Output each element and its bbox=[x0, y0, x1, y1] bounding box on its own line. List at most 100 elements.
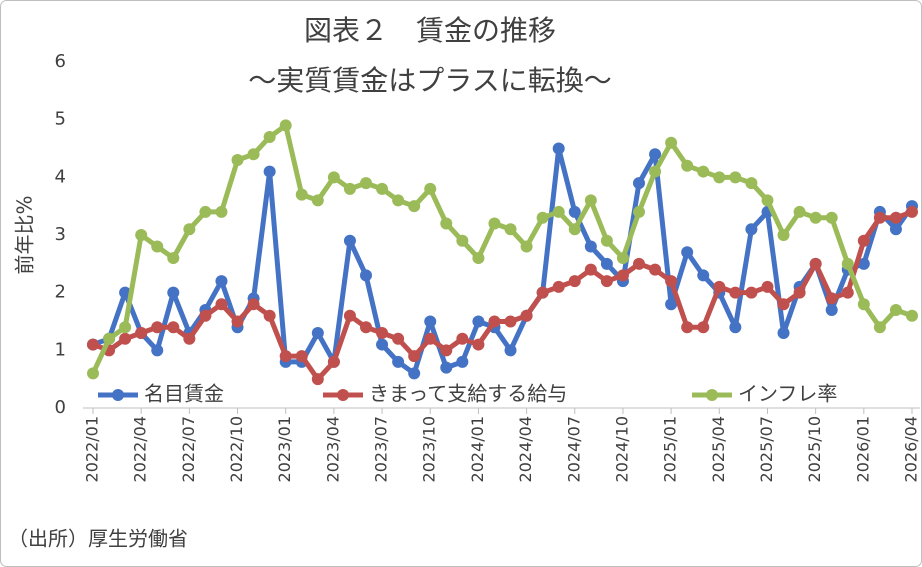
data-point bbox=[424, 332, 437, 345]
data-point bbox=[552, 142, 565, 155]
data-point bbox=[857, 234, 870, 247]
data-point bbox=[729, 171, 742, 184]
data-point bbox=[408, 200, 421, 213]
data-point bbox=[408, 350, 421, 363]
data-point bbox=[199, 309, 212, 322]
data-point bbox=[183, 223, 196, 236]
data-point bbox=[681, 321, 694, 334]
data-point bbox=[247, 148, 260, 161]
data-point bbox=[231, 315, 244, 328]
data-point bbox=[472, 338, 485, 351]
x-tick-label: 2025/07 bbox=[757, 416, 776, 482]
x-tick-label: 2026/01 bbox=[853, 416, 872, 482]
data-point bbox=[841, 286, 854, 299]
data-point bbox=[103, 332, 116, 345]
data-point bbox=[906, 205, 918, 218]
y-tick-label: 2 bbox=[55, 282, 66, 303]
source-note: （出所）厚生労働省 bbox=[8, 527, 188, 551]
data-point bbox=[456, 355, 469, 368]
x-tick-label: 2025/04 bbox=[709, 416, 728, 482]
x-tick-label: 2023/04 bbox=[323, 416, 342, 482]
data-point bbox=[681, 246, 694, 259]
legend-marker bbox=[706, 389, 718, 401]
data-point bbox=[729, 321, 742, 334]
data-point bbox=[440, 361, 453, 374]
y-tick-label: 3 bbox=[55, 224, 66, 245]
y-tick-label: 5 bbox=[55, 109, 66, 130]
data-point bbox=[745, 177, 758, 190]
data-point bbox=[360, 269, 372, 282]
y-tick-label: 6 bbox=[55, 51, 66, 72]
x-tick-label: 2023/10 bbox=[420, 416, 439, 482]
y-axis-label: 前年比% bbox=[13, 195, 37, 274]
data-point bbox=[151, 240, 164, 253]
data-point bbox=[408, 367, 421, 380]
y-tick-label: 0 bbox=[55, 397, 66, 418]
x-tick-label: 2023/01 bbox=[275, 416, 294, 482]
data-point bbox=[263, 309, 276, 322]
data-point bbox=[424, 315, 437, 328]
data-point bbox=[906, 309, 918, 322]
x-tick-label: 2024/07 bbox=[564, 416, 583, 482]
data-point bbox=[697, 269, 710, 282]
data-point bbox=[793, 286, 806, 299]
data-point bbox=[215, 298, 228, 311]
legend-label: きまって支給する給与 bbox=[369, 382, 567, 406]
data-point bbox=[649, 165, 662, 178]
data-point bbox=[600, 257, 613, 270]
data-point bbox=[536, 211, 549, 224]
data-point bbox=[809, 257, 822, 270]
data-point bbox=[745, 286, 758, 299]
data-point bbox=[183, 332, 196, 345]
data-point bbox=[119, 321, 132, 334]
data-point bbox=[873, 211, 886, 224]
legend-marker bbox=[112, 389, 124, 401]
data-point bbox=[488, 217, 501, 230]
data-point bbox=[263, 165, 276, 178]
data-point bbox=[633, 205, 645, 218]
data-point bbox=[568, 223, 581, 236]
data-point bbox=[215, 205, 228, 218]
data-point bbox=[456, 332, 469, 345]
data-point bbox=[167, 286, 180, 299]
data-point bbox=[151, 321, 164, 334]
data-point bbox=[311, 194, 324, 207]
data-point bbox=[311, 373, 324, 386]
data-point bbox=[87, 338, 99, 351]
data-point bbox=[360, 321, 372, 334]
data-point bbox=[584, 263, 597, 276]
data-point bbox=[857, 257, 870, 270]
data-point bbox=[151, 344, 164, 357]
data-point bbox=[841, 257, 854, 270]
data-point bbox=[584, 240, 597, 253]
data-point bbox=[376, 327, 389, 340]
x-tick-label: 2024/04 bbox=[516, 416, 535, 482]
data-point bbox=[135, 327, 148, 340]
y-tick-label: 4 bbox=[55, 166, 66, 187]
data-point bbox=[199, 205, 212, 218]
data-point bbox=[392, 332, 405, 345]
data-point bbox=[825, 292, 838, 305]
data-point bbox=[889, 223, 902, 236]
x-tick-label: 2022/01 bbox=[83, 416, 102, 482]
x-tick-label: 2024/10 bbox=[612, 416, 631, 482]
data-point bbox=[263, 130, 276, 143]
series-line bbox=[92, 146, 915, 376]
x-tick-label: 2022/07 bbox=[179, 416, 198, 482]
data-point bbox=[231, 154, 244, 167]
data-point bbox=[488, 315, 501, 328]
data-point bbox=[392, 355, 405, 368]
data-point bbox=[729, 286, 742, 299]
data-point bbox=[552, 280, 565, 293]
data-point bbox=[343, 182, 356, 195]
data-point bbox=[440, 344, 453, 357]
data-point bbox=[343, 234, 356, 247]
data-point bbox=[167, 252, 180, 265]
x-tick-label: 2025/10 bbox=[805, 416, 824, 482]
series-line bbox=[90, 122, 913, 375]
data-point bbox=[456, 234, 469, 247]
data-point bbox=[665, 136, 678, 149]
data-point bbox=[873, 321, 886, 334]
series-line bbox=[92, 209, 913, 382]
data-point bbox=[295, 350, 308, 363]
